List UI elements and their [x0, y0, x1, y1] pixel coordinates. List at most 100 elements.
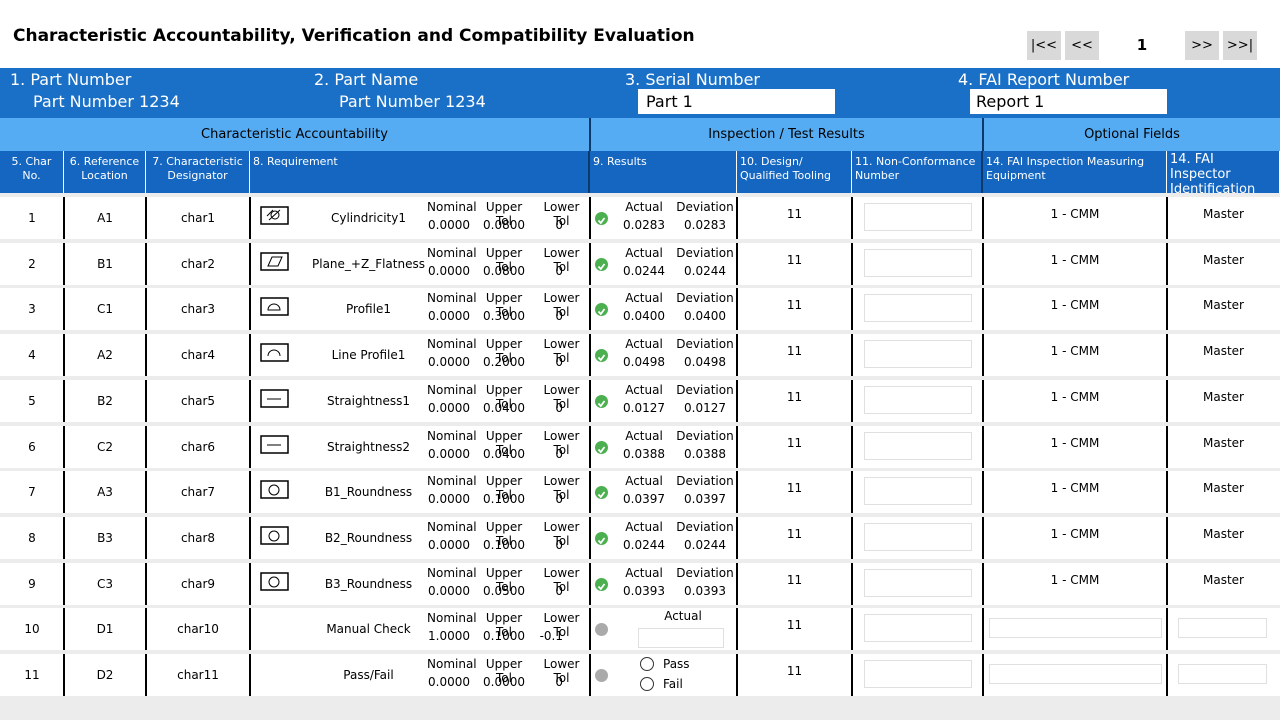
tooling: 11	[786, 526, 803, 541]
prev-page-button[interactable]: <<	[1065, 31, 1099, 60]
column-separator	[249, 516, 251, 559]
requirement-name: Profile1	[346, 302, 391, 317]
column-header: 9. Results	[590, 151, 737, 193]
column-separator	[249, 197, 251, 239]
column-separator	[982, 562, 984, 605]
nonconformance-input[interactable]	[864, 431, 972, 460]
column-separator	[249, 562, 251, 605]
field-input[interactable]: Report 1	[970, 89, 1167, 114]
nonconformance-input[interactable]	[864, 522, 972, 551]
column-separator	[851, 654, 853, 696]
status-icon	[595, 577, 608, 591]
reference-location: B3	[97, 530, 113, 545]
result-label: Actual	[625, 428, 663, 443]
last-page-button[interactable]: >>|	[1223, 31, 1257, 60]
field-input[interactable]: Part 1	[638, 89, 835, 114]
next-page-button[interactable]: >>	[1185, 31, 1219, 60]
tolerance-label: Upper Tol	[485, 382, 523, 411]
nonconformance-input[interactable]	[864, 203, 972, 231]
column-separator	[589, 471, 591, 514]
column-separator	[1166, 471, 1168, 514]
tolerance-value: 0.0400	[483, 400, 525, 415]
status-icon	[595, 623, 608, 637]
field-label: 4. FAI Report Number	[958, 70, 1130, 89]
page-number: 1	[1136, 36, 1148, 54]
column-separator	[63, 379, 65, 422]
column-separator	[589, 334, 591, 377]
first-page-button[interactable]: |<<	[1027, 31, 1061, 60]
inspector-input[interactable]	[1178, 664, 1267, 684]
nonconformance-input[interactable]	[864, 385, 972, 414]
field-label: 1. Part Number	[10, 70, 132, 89]
group-header: Optional Fields	[984, 118, 1280, 151]
column-separator	[982, 516, 984, 559]
nonconformance-input[interactable]	[864, 248, 972, 277]
status-icon	[595, 257, 608, 271]
table-row	[0, 471, 1280, 514]
inspector: Master	[1203, 207, 1244, 221]
column-separator	[249, 425, 251, 468]
column-separator	[249, 608, 251, 651]
gdt-symbol	[260, 526, 292, 548]
column-separator	[63, 562, 65, 605]
status-icon	[595, 349, 608, 363]
result-value: 0.0127	[684, 400, 726, 415]
nonconformance-input[interactable]	[864, 340, 972, 369]
measuring-equipment: 1 - CMM	[1050, 435, 1100, 450]
column-header: 5. Char No.	[0, 151, 64, 193]
tolerance-value: 0.0000	[428, 400, 470, 415]
tooling: 11	[786, 481, 803, 496]
column-separator	[736, 471, 738, 514]
designator: char3	[180, 302, 216, 317]
tooling: 11	[786, 664, 803, 678]
result-value: 0.0388	[623, 446, 665, 461]
column-separator	[145, 562, 147, 605]
nonconformance-input[interactable]	[864, 660, 972, 688]
tolerance-value: 0.0000	[428, 492, 470, 507]
actual-input[interactable]	[638, 628, 724, 649]
result-value: 0.0397	[623, 492, 665, 507]
nonconformance-input[interactable]	[864, 477, 972, 506]
column-separator	[1166, 562, 1168, 605]
result-label: Actual	[625, 382, 663, 397]
measuring-equipment: 1 - CMM	[1050, 298, 1100, 313]
tolerance-value: 0.0800	[483, 263, 525, 278]
measuring-equipment: 1 - CMM	[1050, 207, 1100, 221]
tolerance-value: 0.1000	[483, 492, 525, 507]
radio-button[interactable]	[640, 657, 654, 671]
nonconformance-input[interactable]	[864, 294, 972, 323]
tolerance-label: Upper Tol	[485, 519, 523, 548]
reference-location: A2	[97, 348, 113, 363]
field-value: Part Number 1234	[339, 92, 486, 111]
requirement-name: Pass/Fail	[343, 668, 394, 682]
inspector-input[interactable]	[1178, 618, 1267, 639]
column-separator	[851, 608, 853, 651]
tolerance-label: Lower Tol	[543, 519, 580, 548]
equipment-input[interactable]	[989, 618, 1162, 639]
result-label: Actual	[625, 200, 663, 214]
radio-button[interactable]	[640, 677, 654, 691]
tolerance-value: 0	[555, 400, 563, 415]
column-separator	[736, 197, 738, 239]
field-label: 3. Serial Number	[625, 70, 760, 89]
tolerance-label: Nominal	[427, 428, 477, 443]
reference-location: A3	[97, 485, 113, 500]
tolerance-label: Upper Tol	[485, 474, 523, 503]
column-separator	[736, 516, 738, 559]
tolerance-value: -0.1	[539, 629, 563, 644]
inspector: Master	[1203, 389, 1244, 404]
column-separator	[1166, 334, 1168, 377]
reference-location: B1	[97, 256, 113, 271]
inspector: Master	[1203, 526, 1244, 541]
column-separator	[249, 379, 251, 422]
char-no: 5	[28, 393, 36, 408]
tooling: 11	[786, 572, 803, 587]
result-value: 0.0388	[684, 446, 726, 461]
group-header: Characteristic Accountability	[0, 118, 591, 151]
inspector: Master	[1203, 298, 1244, 313]
equipment-input[interactable]	[989, 664, 1162, 684]
nonconformance-input[interactable]	[864, 568, 972, 597]
column-separator	[1166, 379, 1168, 422]
tolerance-value: 0	[555, 355, 563, 370]
nonconformance-input[interactable]	[864, 614, 972, 643]
